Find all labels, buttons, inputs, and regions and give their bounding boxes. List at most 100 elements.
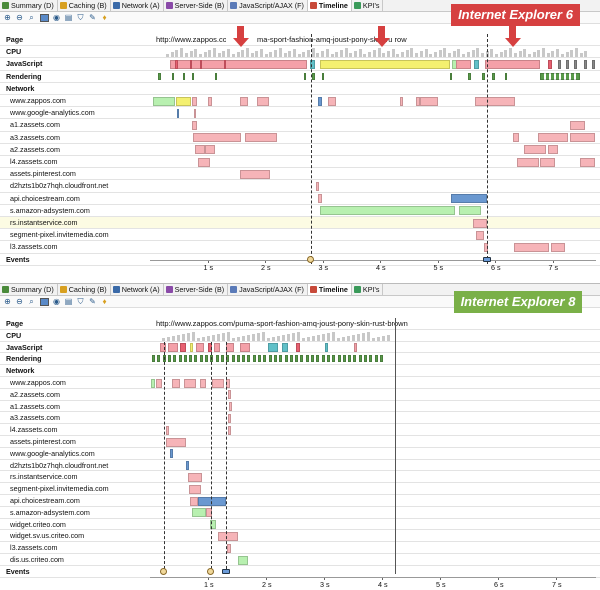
tab-server-side[interactable]: Server-Side (B)	[164, 0, 229, 11]
network-request-bar[interactable]	[151, 378, 155, 388]
network-request-bar[interactable]	[193, 133, 241, 143]
event-marker[interactable]	[222, 568, 230, 574]
network-request-bar[interactable]	[194, 108, 196, 118]
network-request-bar[interactable]	[166, 437, 186, 447]
network-request-bar[interactable]	[570, 133, 595, 143]
network-request-bar[interactable]	[420, 96, 438, 106]
zoom-reset-icon[interactable]: ⌕	[29, 13, 34, 22]
zoom-in-icon[interactable]: ⊕	[4, 13, 11, 22]
network-request-bar[interactable]	[192, 508, 206, 518]
view-timeline-icon[interactable]	[40, 14, 49, 22]
tab-caching[interactable]: Caching (B)	[58, 0, 111, 11]
network-request-bar[interactable]	[184, 378, 196, 388]
hint-icon[interactable]: ♦	[102, 297, 107, 306]
network-request-bar[interactable]	[198, 157, 210, 167]
event-marker[interactable]	[483, 256, 491, 262]
network-request-bar[interactable]	[186, 461, 189, 471]
copy-icon[interactable]: ▤	[64, 13, 73, 22]
network-request-bar[interactable]	[189, 484, 201, 494]
network-request-bar[interactable]	[192, 96, 197, 106]
tab-server-side[interactable]: Server-Side (B)	[164, 284, 229, 295]
tab-network[interactable]: Network (A)	[111, 284, 164, 295]
tab-kpis[interactable]: KPI's	[352, 0, 384, 11]
network-request-bar[interactable]	[524, 145, 546, 155]
network-request-bar[interactable]	[170, 449, 173, 459]
tab-javascript-ajax[interactable]: JavaScript/AJAX (F)	[228, 284, 308, 295]
network-request-bar[interactable]	[188, 472, 202, 482]
network-request-bar[interactable]	[218, 531, 238, 541]
network-request-bar[interactable]	[328, 96, 336, 106]
network-request-bar[interactable]	[166, 425, 169, 435]
zoom-out-icon[interactable]: ⊖	[16, 13, 23, 22]
event-marker[interactable]	[207, 567, 214, 575]
view-table-icon[interactable]: ◉	[53, 13, 60, 22]
magic-icon[interactable]: ✎	[89, 297, 96, 306]
network-request-bar[interactable]	[400, 96, 403, 106]
zoom-reset-icon[interactable]: ⌕	[29, 297, 34, 306]
network-request-bar[interactable]	[514, 242, 549, 252]
network-request-bar[interactable]	[245, 133, 277, 143]
tab-kpis[interactable]: KPI's	[352, 284, 384, 295]
tab-summary[interactable]: Summary (D)	[0, 284, 58, 295]
network-request-bar[interactable]	[198, 496, 226, 506]
zoom-in-icon[interactable]: ⊕	[4, 297, 11, 306]
tab-caching[interactable]: Caching (B)	[58, 284, 111, 295]
network-request-bar[interactable]	[580, 157, 595, 167]
network-request-bar[interactable]	[229, 402, 232, 412]
network-request-bar[interactable]	[195, 145, 205, 155]
network-request-bar[interactable]	[473, 218, 487, 228]
zoom-out-icon[interactable]: ⊖	[16, 297, 23, 306]
tab-network[interactable]: Network (A)	[111, 0, 164, 11]
network-request-bar[interactable]	[570, 120, 585, 130]
network-request-bar[interactable]	[192, 120, 197, 130]
network-request-bar[interactable]	[238, 555, 248, 565]
network-request-bar[interactable]	[177, 108, 179, 118]
network-request-bar[interactable]	[200, 378, 206, 388]
tab-summary[interactable]: Summary (D)	[0, 0, 58, 11]
network-request-bar[interactable]	[208, 96, 212, 106]
network-request-bar[interactable]	[190, 496, 198, 506]
network-request-bar[interactable]	[227, 543, 231, 553]
network-request-bar[interactable]	[551, 242, 565, 252]
tab-timeline[interactable]: Timeline	[307, 0, 352, 11]
network-request-bar[interactable]	[416, 96, 420, 106]
network-request-bar[interactable]	[517, 157, 539, 167]
network-request-bar[interactable]	[451, 194, 487, 204]
network-request-bar[interactable]	[513, 133, 519, 143]
network-request-bar[interactable]	[540, 157, 555, 167]
network-request-bar[interactable]	[176, 96, 191, 106]
network-request-bar[interactable]	[320, 206, 455, 216]
network-request-bar[interactable]	[205, 145, 215, 155]
tab-javascript-ajax[interactable]: JavaScript/AJAX (F)	[228, 0, 308, 11]
network-request-bar[interactable]	[318, 194, 322, 204]
filter-icon[interactable]: ⛉	[77, 13, 84, 22]
network-request-bar[interactable]	[318, 96, 322, 106]
hint-icon[interactable]: ♦	[102, 13, 107, 22]
view-timeline-icon[interactable]	[40, 298, 49, 306]
network-request-bar[interactable]	[459, 206, 481, 216]
network-request-bar[interactable]	[172, 378, 180, 388]
network-request-bar[interactable]	[228, 390, 231, 400]
view-table-icon[interactable]: ◉	[53, 297, 60, 306]
network-request-bar[interactable]	[475, 96, 515, 106]
network-request-bar[interactable]	[316, 181, 319, 191]
cpu-bar	[180, 48, 184, 58]
tab-timeline[interactable]: Timeline	[307, 284, 352, 295]
filter-icon[interactable]: ⛉	[77, 297, 84, 306]
network-request-bar[interactable]	[210, 520, 216, 530]
event-marker[interactable]	[307, 255, 314, 263]
copy-icon[interactable]: ▤	[64, 297, 73, 306]
network-request-bar[interactable]	[156, 378, 162, 388]
network-request-bar[interactable]	[240, 169, 270, 179]
network-request-bar[interactable]	[228, 425, 231, 435]
network-request-bar[interactable]	[240, 96, 248, 106]
network-request-bar[interactable]	[212, 378, 224, 388]
network-request-bar[interactable]	[257, 96, 269, 106]
network-request-bar[interactable]	[153, 96, 175, 106]
network-request-bar[interactable]	[228, 413, 231, 423]
network-request-bar[interactable]	[538, 133, 568, 143]
network-request-bar[interactable]	[476, 230, 484, 240]
magic-icon[interactable]: ✎	[89, 13, 96, 22]
network-request-bar[interactable]	[548, 145, 558, 155]
event-marker[interactable]	[160, 567, 167, 575]
